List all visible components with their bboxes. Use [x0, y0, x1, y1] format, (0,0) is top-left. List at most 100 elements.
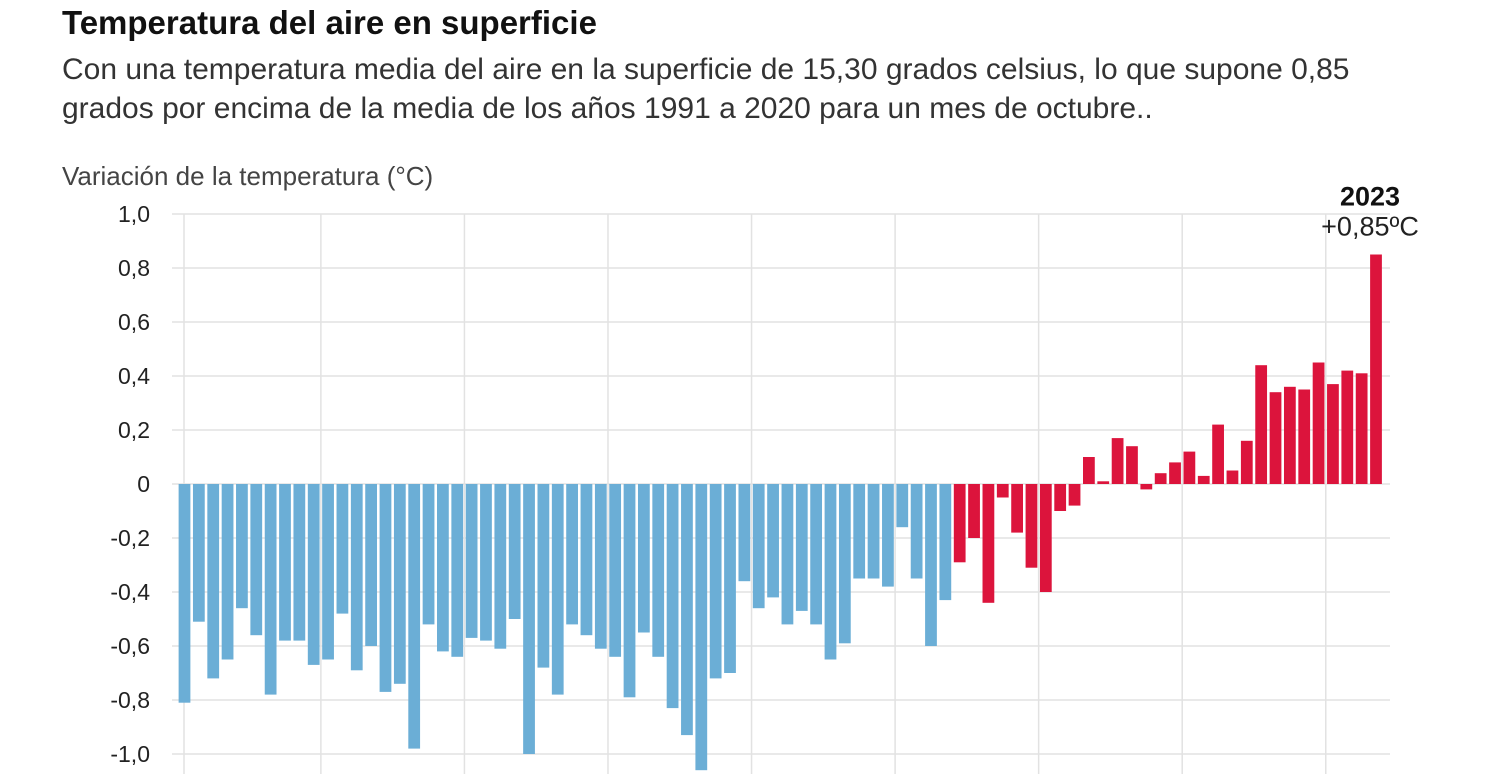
bar-1941 — [192, 484, 205, 622]
bar-1951 — [336, 484, 349, 614]
y-tick-label: -1,0 — [110, 741, 150, 767]
bar-1978 — [724, 484, 736, 673]
y-tick-label: -0,4 — [110, 579, 150, 605]
bar-1955 — [393, 484, 406, 684]
bar-2001 — [1054, 484, 1067, 511]
bar-2008 — [1154, 473, 1167, 484]
annotation-value: +0,85ºC — [1321, 212, 1419, 242]
bar-1967 — [566, 484, 578, 625]
y-tick-label: 0,4 — [118, 363, 150, 389]
bar-2011 — [1197, 475, 1210, 484]
y-tick-label: -0,8 — [110, 687, 150, 713]
bar-1949 — [307, 484, 320, 665]
bar-2007 — [1140, 484, 1153, 490]
y-tick-label: 0 — [137, 471, 150, 497]
bar-1944 — [236, 484, 248, 609]
bar-1993 — [939, 484, 952, 601]
bar-2012 — [1212, 424, 1224, 484]
bar-2015 — [1255, 365, 1268, 484]
bar-1985 — [824, 484, 837, 660]
bar-1940 — [178, 484, 191, 703]
bar-1997 — [996, 484, 1009, 498]
bar-1966 — [551, 484, 564, 695]
bar-1986 — [838, 484, 851, 644]
bar-2009 — [1169, 462, 1181, 484]
bar-1971 — [623, 484, 636, 698]
bar-2018 — [1298, 389, 1311, 484]
y-axis-label: Variación de la temperatura (°C) — [62, 161, 434, 191]
bar-1953 — [365, 484, 378, 646]
bar-1979 — [738, 484, 751, 582]
bar-1999 — [1025, 484, 1038, 568]
bar-1998 — [1011, 484, 1024, 533]
bar-2004 — [1097, 481, 1110, 484]
bar-1972 — [637, 484, 650, 633]
bar-1987 — [853, 484, 866, 579]
bar-1982 — [781, 484, 794, 625]
bar-1990 — [896, 484, 909, 528]
bar-1945 — [250, 484, 263, 636]
chart-subtitle: Con una temperatura media del aire en la… — [62, 53, 1350, 125]
bars — [178, 254, 1382, 771]
bar-1957 — [422, 484, 435, 625]
bar-2021 — [1341, 370, 1354, 484]
y-tick-label: 1,0 — [118, 201, 150, 227]
bar-1959 — [451, 484, 464, 657]
bar-1988 — [867, 484, 880, 579]
bar-1961 — [480, 484, 492, 641]
bar-1946 — [264, 484, 277, 695]
bar-2003 — [1083, 457, 1095, 484]
bar-2016 — [1269, 392, 1282, 484]
bar-1976 — [695, 484, 708, 771]
bar-1969 — [594, 484, 607, 649]
y-tick-label: 0,8 — [118, 255, 150, 281]
bar-1970 — [609, 484, 622, 657]
bar-1954 — [379, 484, 392, 692]
bar-1984 — [810, 484, 823, 625]
bar-1956 — [408, 484, 421, 749]
bar-1994 — [953, 484, 966, 563]
bar-2000 — [1039, 484, 1052, 592]
bar-1964 — [523, 484, 535, 754]
annotation-year: 2023 — [1340, 182, 1400, 212]
bar-1989 — [882, 484, 894, 587]
bar-1943 — [221, 484, 234, 660]
bar-2014 — [1240, 440, 1253, 484]
bar-1963 — [508, 484, 521, 619]
y-tick-label: 0,6 — [118, 309, 150, 335]
bar-1968 — [580, 484, 593, 636]
y-tick-label: 0,2 — [118, 417, 150, 443]
chart-title: Temperatura del aire en superficie — [62, 4, 597, 41]
bar-1948 — [293, 484, 306, 641]
bar-1947 — [279, 484, 291, 641]
bar-2013 — [1226, 470, 1239, 484]
bar-1975 — [681, 484, 693, 736]
bar-2002 — [1068, 484, 1081, 506]
bar-1980 — [752, 484, 765, 609]
bar-1960 — [465, 484, 478, 638]
y-axis-ticks: 1,0 0,8 0,6 0,4 0,2 0 -0,2 -0,4 -0,6 -0,8 -1,0 — [110, 201, 150, 767]
bar-1977 — [709, 484, 722, 679]
bar-1992 — [925, 484, 937, 646]
bar-1974 — [666, 484, 679, 709]
bar-1996 — [982, 484, 995, 603]
bar-2006 — [1126, 446, 1138, 484]
bar-2017 — [1283, 386, 1296, 484]
bar-2010 — [1183, 451, 1196, 484]
bar-1952 — [350, 484, 363, 671]
annotation: 2023 +0,85ºC — [1321, 182, 1419, 242]
y-tick-label: -0,2 — [110, 525, 150, 551]
y-tick-label: -0,6 — [110, 633, 150, 659]
bar-2022 — [1355, 373, 1368, 484]
bar-2005 — [1111, 438, 1124, 484]
bar-2019 — [1312, 362, 1325, 484]
bar-1965 — [537, 484, 550, 668]
bar-2023 — [1370, 254, 1382, 484]
bar-1973 — [652, 484, 665, 657]
bar-1962 — [494, 484, 507, 649]
bar-2020 — [1327, 384, 1339, 484]
bar-1981 — [767, 484, 779, 598]
bar-1983 — [795, 484, 808, 611]
bar-1958 — [437, 484, 449, 652]
